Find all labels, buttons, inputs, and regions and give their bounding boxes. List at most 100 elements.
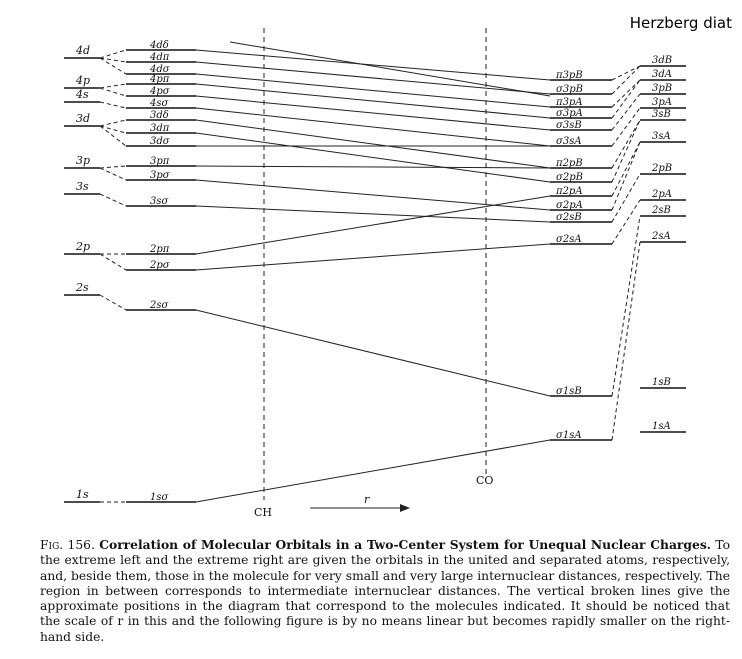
united-atom-label: 3p: [76, 154, 90, 167]
united-connector: [99, 57, 127, 75]
separated-connector: [611, 65, 641, 81]
separated-atom-label: 3pB: [652, 83, 672, 94]
separated-atom-label: 3dA: [652, 69, 672, 80]
separated-atom-label: 1sB: [652, 377, 671, 388]
caption-title: Correlation of Molecular Orbitals in a T…: [99, 537, 712, 552]
correlation-line: [195, 179, 551, 211]
united-mo-label: 4sσ: [149, 98, 169, 109]
figure-caption: Fig. 156. Correlation of Molecular Orbit…: [40, 537, 730, 645]
united-mo-label: 4dσ: [149, 64, 171, 75]
separated-mo-label: σ3sB: [556, 120, 582, 131]
separated-atom-label: 3pA: [652, 97, 672, 108]
correlation-line: [195, 243, 551, 271]
separated-connector: [611, 199, 641, 245]
separated-connector: [611, 65, 641, 95]
united-mo-label: 1sσ: [150, 492, 169, 503]
united-mo-label: 4pπ: [149, 74, 170, 85]
separated-atom-label: 2sB: [651, 205, 671, 216]
separated-mo-label: σ2sA: [556, 234, 582, 245]
separated-connector: [611, 241, 641, 441]
separated-mo-label: σ3pA: [556, 108, 583, 119]
united-connector: [99, 253, 127, 271]
united-connector: [99, 165, 127, 169]
united-connector: [99, 87, 127, 97]
united-atom-label: 3d: [76, 112, 90, 125]
separated-mo-label: π2pB: [555, 158, 583, 169]
separated-mo-label: σ3pB: [556, 84, 583, 95]
separated-mo-label: σ2pB: [556, 172, 583, 183]
r-arrow-label: r: [364, 493, 370, 506]
separated-mo-label: σ2pA: [556, 200, 583, 211]
united-mo-label: 4pσ: [149, 86, 171, 97]
correlation-line: [195, 165, 551, 169]
united-connector: [99, 125, 127, 147]
united-atom-label: 2p: [75, 240, 90, 253]
co-marker-label: CO: [476, 474, 493, 487]
united-atom-label: 3s: [76, 180, 89, 193]
united-mo-label: 3sσ: [150, 196, 169, 207]
united-atom-label: 4s: [75, 88, 89, 101]
separated-connector: [611, 141, 641, 211]
separated-mo-label: π2pA: [555, 186, 583, 197]
correlation-line: [195, 132, 551, 183]
united-mo-label: 3dπ: [150, 123, 170, 134]
separated-mo-label: π3pB: [555, 70, 583, 81]
united-atom-label: 2s: [75, 281, 89, 294]
separated-mo-label: σ2sB: [556, 212, 582, 223]
correlation-line: [195, 95, 551, 131]
correlation-line: [195, 119, 551, 169]
united-connector: [99, 49, 127, 59]
energy-levels: [64, 49, 686, 503]
separated-connector: [611, 173, 641, 223]
correlation-line: [195, 309, 551, 397]
separated-atom-label: 1sA: [652, 421, 671, 432]
separated-connector: [611, 215, 641, 397]
united-connector: [99, 101, 127, 109]
separated-mo-label: σ1sA: [556, 430, 582, 441]
united-connector: [99, 193, 127, 207]
correlation-line: [195, 107, 551, 147]
caption-fig-number: Fig. 156.: [40, 538, 95, 552]
correlation-line: [195, 49, 551, 81]
united-mo-label: 3dσ: [150, 136, 171, 147]
united-connector: [99, 125, 127, 134]
separated-connector: [611, 141, 641, 197]
correlation-line: [195, 73, 551, 108]
separated-connector: [611, 93, 641, 131]
separated-atom-label: 3dB: [652, 55, 672, 66]
united-mo-label: 4dδ: [149, 40, 169, 51]
caption-body: To the extreme left and the extreme righ…: [40, 538, 731, 644]
separated-mo-label: σ1sB: [556, 386, 582, 397]
separated-mo-label: π3pA: [555, 97, 583, 108]
correlation-lines: [99, 41, 641, 503]
separated-mo-label: σ3sA: [556, 136, 582, 147]
separated-atom-label: 3sA: [652, 131, 671, 142]
correlation-line: [195, 195, 551, 255]
separated-connector: [611, 107, 641, 147]
united-mo-label: 2pπ: [149, 244, 170, 255]
united-mo-label: 2sσ: [149, 300, 169, 311]
united-connector: [99, 57, 127, 63]
correlation-line-upper: [229, 41, 551, 97]
ch-marker-label: CH: [254, 506, 272, 519]
united-mo-label: 3pσ: [150, 170, 171, 181]
separated-atom-label: 2pB: [651, 163, 672, 174]
united-connector: [99, 294, 127, 311]
correlation-line: [195, 439, 551, 503]
separated-connector: [611, 79, 641, 108]
united-mo-label: 2pσ: [149, 260, 171, 271]
united-mo-label: 4dπ: [149, 52, 170, 63]
united-connector: [99, 83, 127, 89]
united-atom-label: 4d: [75, 44, 90, 57]
watermark-text: Herzberg diat: [629, 14, 732, 32]
united-connector: [99, 167, 127, 181]
separated-connector: [611, 119, 641, 183]
correlation-line: [195, 83, 551, 119]
separated-atom-label: 3sB: [652, 109, 671, 120]
separated-connector: [611, 119, 641, 169]
separated-connector: [611, 79, 641, 119]
separated-atom-label: 2pA: [651, 189, 672, 200]
correlation-line: [195, 61, 551, 95]
